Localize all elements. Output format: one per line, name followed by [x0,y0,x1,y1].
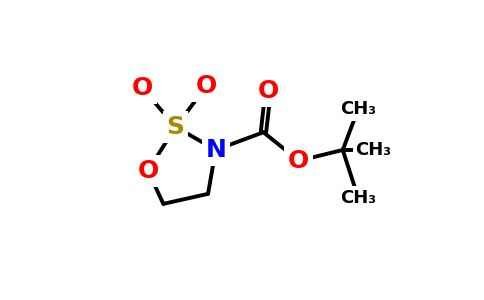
Text: CH₃: CH₃ [340,100,376,118]
Text: O: O [196,74,217,98]
Text: O: O [137,159,159,183]
Text: O: O [288,149,309,173]
Text: N: N [205,138,226,162]
Text: O: O [257,80,279,103]
Text: CH₃: CH₃ [356,141,392,159]
Text: O: O [132,76,153,100]
Text: S: S [166,115,185,139]
Text: CH₃: CH₃ [340,189,376,207]
